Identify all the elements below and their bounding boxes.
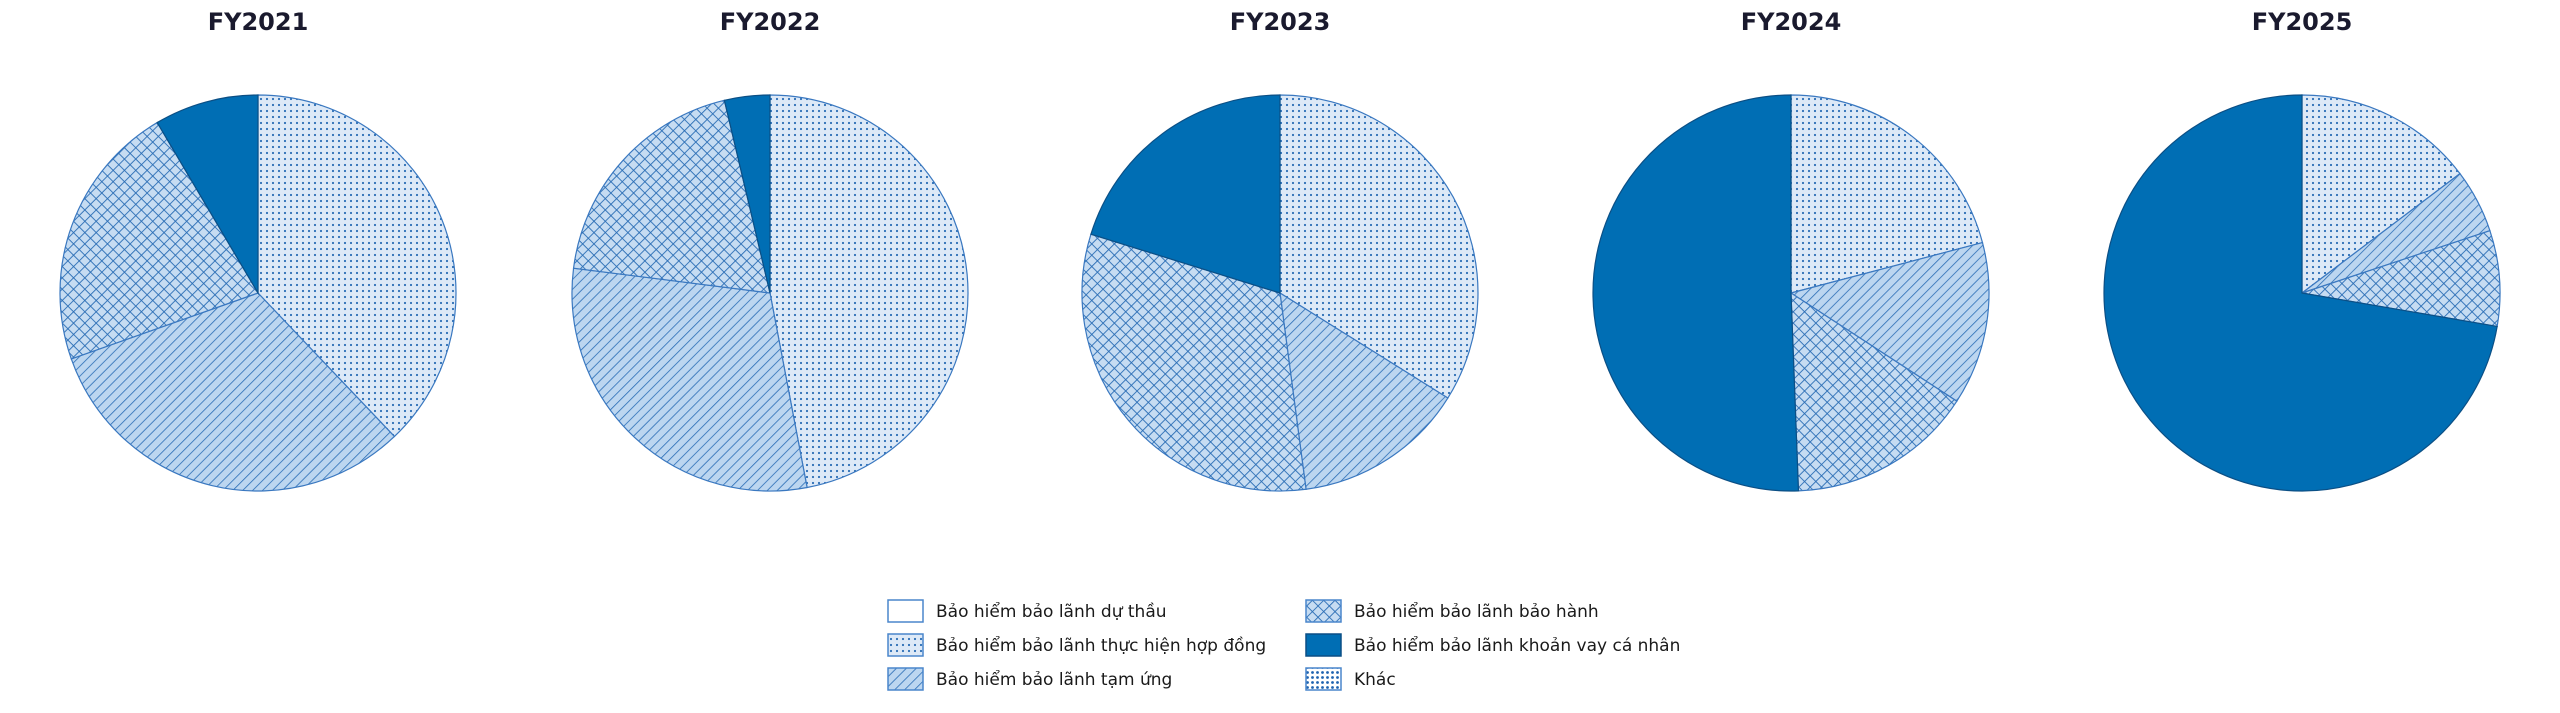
legend-swatch-bao-hiem-bao-lanh-du-thau — [887, 599, 924, 623]
chart-title: FY2021 — [208, 8, 309, 36]
pie-slice-bao-hiem-bao-lanh-thuc-hien-hop-dong — [2301, 94, 2461, 295]
pie-slice-bao-hiem-bao-lanh-khoan-vay-ca-nhan — [2103, 94, 2498, 492]
pie-slice-bao-hiem-bao-lanh-khoan-vay-ca-nhan — [1090, 94, 1281, 294]
pie-fy2022: FY2022 — [571, 8, 969, 492]
legend-swatch-khac — [1305, 667, 1342, 691]
chart-title: FY2022 — [720, 8, 821, 36]
pie-slice-bao-hiem-bao-lanh-tam-ung — [571, 267, 808, 492]
pie-slice-bao-hiem-bao-lanh-bao-hanh — [572, 99, 771, 294]
legend-label: Khác — [1354, 670, 1396, 690]
pie-slice-bao-hiem-bao-lanh-thuc-hien-hop-dong — [769, 94, 969, 489]
chart-title: FY2023 — [1230, 8, 1331, 36]
legend-label: Bảo hiểm bảo lãnh khoản vay cá nhân — [1354, 635, 1680, 656]
pie-fy2023: FY2023 — [1081, 8, 1479, 492]
pie-slice-bao-hiem-bao-lanh-bao-hanh — [1081, 233, 1307, 492]
pie-fy2025: FY2025 — [2103, 8, 2501, 492]
legend-swatch-bao-hiem-bao-lanh-tam-ung — [887, 667, 924, 691]
legend-swatch-bao-hiem-bao-lanh-khoan-vay-ca-nhan — [1305, 633, 1342, 657]
pie-fy2021: FY2021 — [59, 8, 457, 492]
legend-swatch-bao-hiem-bao-lanh-bao-hanh — [1305, 599, 1342, 623]
pie-slice-bao-hiem-bao-lanh-thuc-hien-hop-dong — [257, 94, 457, 438]
legend-label: Bảo hiểm bảo lãnh tạm ứng — [936, 669, 1172, 690]
pie-fy2024: FY2024 — [1592, 8, 1990, 492]
pie-slice-bao-hiem-bao-lanh-khoan-vay-ca-nhan — [1592, 94, 1800, 492]
legend-label: Bảo hiểm bảo lãnh dự thầu — [936, 601, 1167, 622]
chart-title: FY2024 — [1741, 8, 1842, 36]
pie-slice-bao-hiem-bao-lanh-khoan-vay-ca-nhan — [156, 94, 259, 296]
legend-label: Bảo hiểm bảo lãnh thực hiện hợp đồng — [936, 635, 1266, 656]
pie-slice-bao-hiem-bao-lanh-tam-ung — [1279, 291, 1449, 490]
pie-slice-bao-hiem-bao-lanh-tam-ung — [70, 292, 396, 492]
legend-swatch-bao-hiem-bao-lanh-thuc-hien-hop-dong — [887, 633, 924, 657]
pie-slice-bao-hiem-bao-lanh-khoan-vay-ca-nhan — [723, 94, 771, 294]
pie-slice-bao-hiem-bao-lanh-bao-hanh — [1790, 291, 1958, 492]
legend-label: Bảo hiểm bảo lãnh bảo hành — [1354, 601, 1599, 622]
pie-slice-bao-hiem-bao-lanh-thuc-hien-hop-dong — [1790, 94, 1984, 294]
chart-title: FY2025 — [2252, 8, 2353, 36]
pie-slice-bao-hiem-bao-lanh-bao-hanh — [59, 121, 259, 360]
pie-slice-bao-hiem-bao-lanh-tam-ung — [1789, 241, 1990, 403]
legend: Bảo hiểm bảo lãnh dự thầu Bảo hiểm bảo lã… — [887, 599, 1680, 691]
pie-slice-bao-hiem-bao-lanh-bao-hanh — [2301, 229, 2501, 328]
pie-slice-bao-hiem-bao-lanh-thuc-hien-hop-dong — [1279, 94, 1479, 399]
